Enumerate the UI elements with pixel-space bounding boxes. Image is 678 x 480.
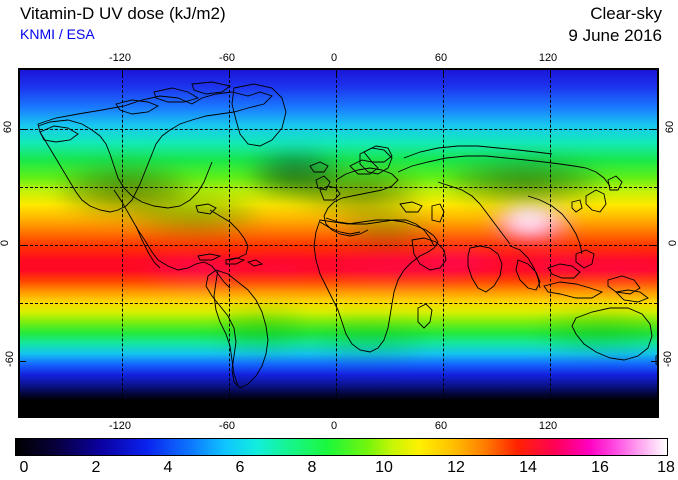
tick-top-120 <box>550 70 551 76</box>
cool-canada <box>130 190 260 234</box>
tick-top-m120 <box>122 70 123 76</box>
cool-siberia <box>450 160 600 204</box>
colorbar-tick-label-6: 6 <box>235 459 245 476</box>
tick-bottom-m60 <box>229 410 230 416</box>
colorbar-tick-label-4: 4 <box>163 459 173 476</box>
top-axis-tick-label-2: 0 <box>330 52 338 64</box>
institute-label: KNMI / ESA <box>20 26 95 42</box>
tick-bottom-0 <box>336 410 337 416</box>
date-label: 9 June 2016 <box>568 26 662 45</box>
uv-dose-map-plot <box>18 68 659 418</box>
right-axis-tick-label-0: 0 <box>666 239 678 247</box>
cool-maritime-se <box>540 310 657 354</box>
tick-left-m60 <box>20 361 26 362</box>
colorbar-tick-label-10: 10 <box>375 459 393 476</box>
top-axis-tick-label-0: -120 <box>108 52 132 64</box>
coastline-overlay <box>37 81 657 389</box>
bottom-axis-tick-label-3: 60 <box>434 420 448 432</box>
top-axis-tick-label-4: 120 <box>538 52 558 64</box>
coastline-paths <box>37 81 657 389</box>
tick-bottom-120 <box>550 410 551 416</box>
colorbar-tick-label-2: 2 <box>91 459 101 476</box>
cool-europe <box>340 210 430 246</box>
tick-bottom-60 <box>443 410 444 416</box>
tick-right-60 <box>651 129 657 130</box>
colorbar-tick-label-8: 8 <box>307 459 317 476</box>
hotspot-tibet-core <box>507 212 549 230</box>
tick-top-m60 <box>229 70 230 76</box>
tick-right-0 <box>651 245 657 246</box>
top-axis-tick-label-1: -60 <box>219 52 235 64</box>
tick-bottom-m120 <box>122 410 123 416</box>
page-title: Vitamin-D UV dose (kJ/m2) <box>20 4 226 23</box>
top-axis-tick-label-3: 60 <box>434 52 448 64</box>
right-axis-tick-label-m60: -60 <box>662 351 675 367</box>
colorbar-tick-label-16: 16 <box>591 459 609 476</box>
bottom-axis-tick-label-1: -60 <box>219 420 235 432</box>
right-axis-tick-label-60: 60 <box>663 120 676 134</box>
bottom-axis-tick-label-4: 120 <box>538 420 558 432</box>
tick-right-m60 <box>651 361 657 362</box>
tick-top-60 <box>443 70 444 76</box>
left-axis-tick-label-60: 60 <box>2 120 15 134</box>
uv-dose-field <box>20 70 657 416</box>
left-axis-tick-label-m60: -60 <box>3 351 16 367</box>
tick-top-0 <box>336 70 337 76</box>
colorbar-tick-label-12: 12 <box>447 459 465 476</box>
hotspot-indochina <box>520 248 590 282</box>
colorbar-tick-label-18: 18 <box>657 459 675 476</box>
tick-left-0 <box>20 245 26 246</box>
tick-left-60 <box>20 129 26 130</box>
bottom-axis-tick-label-2: 0 <box>330 420 338 432</box>
left-axis-tick-label-0: 0 <box>0 239 12 247</box>
colorbar-tick-label-14: 14 <box>519 459 537 476</box>
colorbar-tick-label-0: 0 <box>19 459 29 476</box>
condition-label: Clear-sky <box>590 4 662 23</box>
cool-north-atlantic <box>300 170 420 214</box>
colorbar <box>15 438 668 456</box>
cool-south-atlantic <box>310 320 430 360</box>
bottom-axis-tick-label-0: -120 <box>108 420 132 432</box>
